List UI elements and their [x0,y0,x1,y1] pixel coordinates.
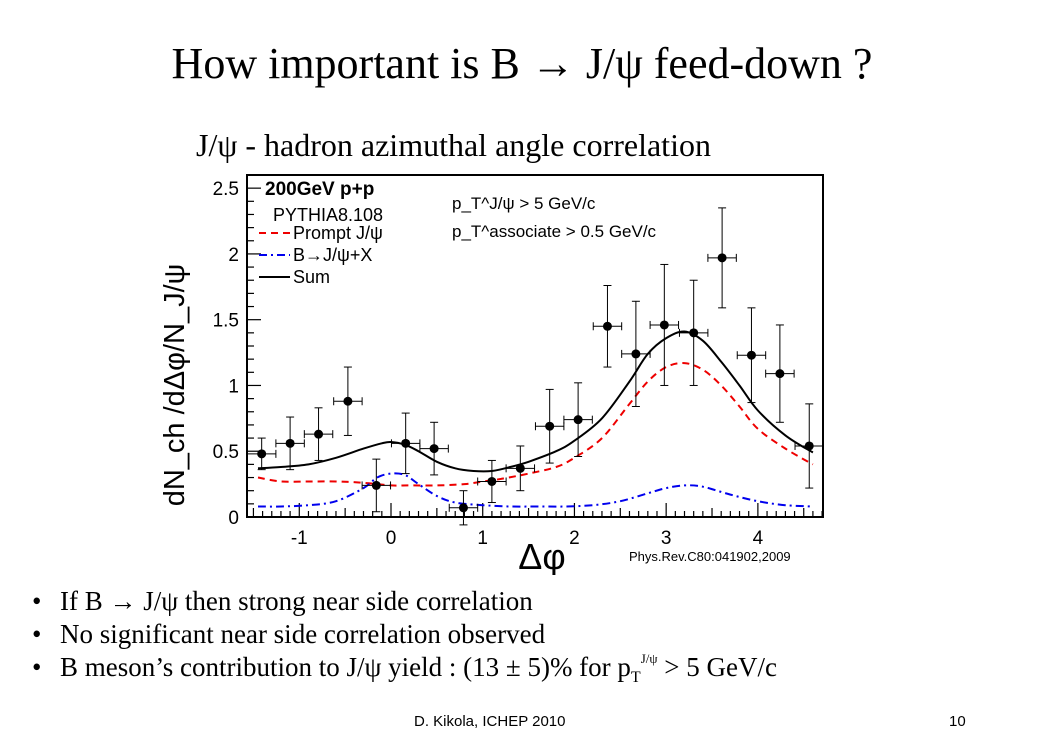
x-tick-label: -1 [291,528,308,549]
legend-entry: Prompt J/ψ [293,223,383,243]
y-tick-label: 0 [228,508,239,529]
model-curves [257,330,814,508]
bullet-list: If B → J/ψ then strong near side correla… [32,585,777,688]
data-point [477,459,507,504]
y-axis-title: dN_ch /dΔφ/N_J/ψ [159,264,191,507]
x-axis-title: Δφ [518,536,565,575]
chart-subtitle: J/ψ - hadron azimuthal angle correlation [196,127,711,163]
bullet-item: B meson’s contribution to J/ψ yield : (1… [32,651,777,688]
data-point [246,437,277,471]
correlation-plot: 0 0.5 1 1.5 2 2.5 -1 0 1 2 3 4 Δφ dN_ch /dΔφ/N_J/ψ 20… [159,174,824,575]
data-point [333,366,363,436]
data-marker [573,415,583,425]
data-marker [631,349,641,359]
data-point [621,300,651,408]
data-point [419,421,449,476]
legend-entry: Sum [293,267,330,287]
data-marker [314,429,324,439]
data-marker [285,438,295,448]
data-point [303,407,334,461]
data-marker [689,328,699,338]
legend-entry: B→J/ψ+X [293,245,372,265]
data-marker [257,449,267,459]
data-point [505,445,536,492]
data-point [390,412,421,475]
curve-dashdot [257,472,813,508]
x-tick-label: 3 [661,528,672,549]
data-point [736,307,767,404]
data-point [649,263,680,386]
data-point [678,279,709,386]
slide-title: How important is B → J/ψ feed-down ? [171,39,873,88]
data-point [592,284,623,368]
data-point [794,403,824,489]
data-point [765,324,795,423]
y-tick-label: 1.5 [213,311,239,332]
y-tick-label: 0.5 [213,442,239,463]
data-marker [515,463,525,473]
data-marker [487,476,497,486]
legend-generator: PYTHIA8.108 [273,205,383,225]
data-marker [659,320,669,330]
data-marker [775,369,785,379]
data-point [563,382,593,457]
data-marker [545,421,555,431]
footer-author: D. Kikola, ICHEP 2010 [414,713,566,730]
legend-cut-ptassoc: p_T^associate > 0.5 GeV/c [452,222,657,241]
x-tick-label: 0 [386,528,397,549]
x-tick-label: 2 [569,528,580,549]
x-tick-label: 4 [753,528,764,549]
y-tick-label: 2.5 [213,179,239,200]
data-marker [458,503,468,513]
page-number: 10 [949,713,966,730]
y-tick-label: 1 [228,376,239,397]
data-point [448,490,479,526]
data-marker [343,396,353,406]
data-marker [746,350,756,360]
legend-cut-ptjpsi: p_T^J/ψ > 5 GeV/c [452,194,596,213]
data-marker [804,441,814,451]
bullet-item: If B → J/ψ then strong near side correla… [32,585,777,618]
data-point [707,207,737,309]
data-point [534,388,565,464]
curve-dashed [257,362,814,487]
data-marker [429,444,439,454]
bullet-item: No significant near side correlation obs… [32,618,777,651]
plot-axes: 0 0.5 1 1.5 2 2.5 -1 0 1 2 3 4 Δφ dN_ch /dΔφ/N_J/ψ [159,174,824,575]
data-marker [401,438,411,448]
data-marker [602,321,612,331]
data-point [361,458,392,513]
legend-heading: 200GeV p+p [265,179,374,200]
data-points [246,207,824,526]
data-marker [371,480,381,490]
reference-citation: Phys.Rev.C80:041902,2009 [629,549,791,564]
data-marker [717,253,727,263]
data-point [275,416,305,471]
x-tick-label: 1 [477,528,488,549]
y-tick-label: 2 [228,245,239,266]
